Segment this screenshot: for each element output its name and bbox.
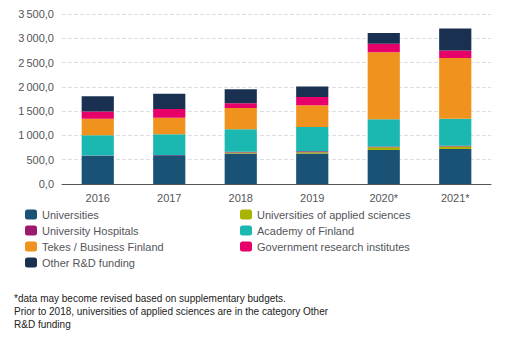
svg-text:Other R&D funding: Other R&D funding — [42, 257, 135, 269]
svg-text:2020*: 2020* — [369, 192, 398, 204]
svg-text:2018: 2018 — [229, 192, 253, 204]
svg-text:Government research institutes: Government research institutes — [257, 241, 410, 253]
svg-text:R&D funding: R&D funding — [14, 319, 71, 330]
svg-text:0,0: 0,0 — [39, 178, 54, 190]
svg-text:1 000,0: 1 000,0 — [18, 129, 54, 141]
svg-text:Academy of Finland: Academy of Finland — [257, 225, 354, 237]
svg-text:3 000,0: 3 000,0 — [18, 32, 54, 44]
svg-text:*data may become revised based: *data may become revised based on supple… — [14, 293, 286, 304]
svg-text:2016: 2016 — [86, 192, 110, 204]
svg-text:Tekes / Business Finland: Tekes / Business Finland — [42, 241, 164, 253]
svg-text:Prior to 2018, universities of: Prior to 2018, universities of applied s… — [14, 306, 329, 317]
svg-text:3 500,0: 3 500,0 — [18, 8, 54, 20]
svg-text:2 000,0: 2 000,0 — [18, 81, 54, 93]
svg-text:500,0: 500,0 — [26, 154, 54, 166]
svg-text:2019: 2019 — [300, 192, 324, 204]
svg-text:Universities: Universities — [42, 209, 99, 221]
svg-text:2 500,0: 2 500,0 — [18, 57, 54, 69]
svg-text:1 500,0: 1 500,0 — [18, 105, 54, 117]
svg-text:2017: 2017 — [157, 192, 181, 204]
svg-text:University Hospitals: University Hospitals — [42, 225, 139, 237]
svg-text:2021*: 2021* — [441, 192, 470, 204]
svg-text:Universities of applied scienc: Universities of applied sciences — [257, 209, 411, 221]
